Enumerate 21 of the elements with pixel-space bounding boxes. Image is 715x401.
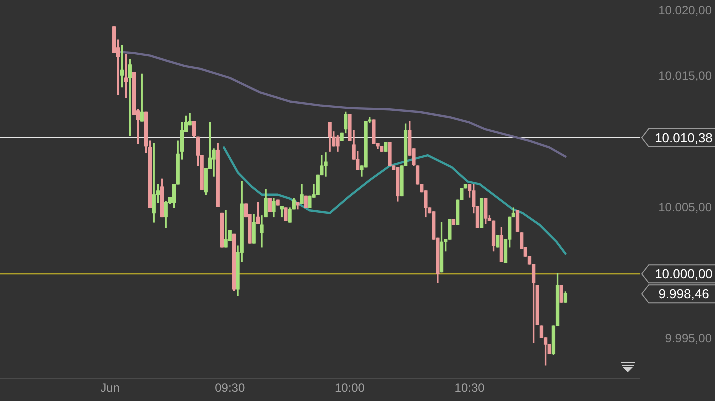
ref-line-label: 10.010,38 [655, 130, 713, 146]
text: 9.998,46 [658, 286, 710, 302]
x-tick-label: Jun [100, 381, 120, 396]
candlestick [516, 210, 520, 232]
x-tick-label: 10:00 [334, 381, 366, 396]
candlestick [452, 220, 456, 226]
y-tick-label: 9.995,00 [665, 332, 712, 346]
candlestick [384, 142, 388, 152]
candlestick [388, 142, 392, 166]
candlestick [284, 208, 288, 222]
candlestick [496, 235, 500, 248]
candlestick [304, 196, 308, 208]
y-tick-label: 10.015,00 [658, 69, 712, 84]
candlestick [276, 200, 280, 206]
x-tick-label: 09:30 [215, 381, 246, 396]
x-tick-label: 10:30 [454, 381, 486, 396]
candlestick [560, 285, 564, 303]
candlestick [268, 198, 272, 212]
ref-line-label: 10.000,00 [655, 266, 713, 282]
y-tick-label: 10.005,00 [658, 200, 712, 214]
y-tick-label: 10.020,00 [658, 4, 712, 18]
